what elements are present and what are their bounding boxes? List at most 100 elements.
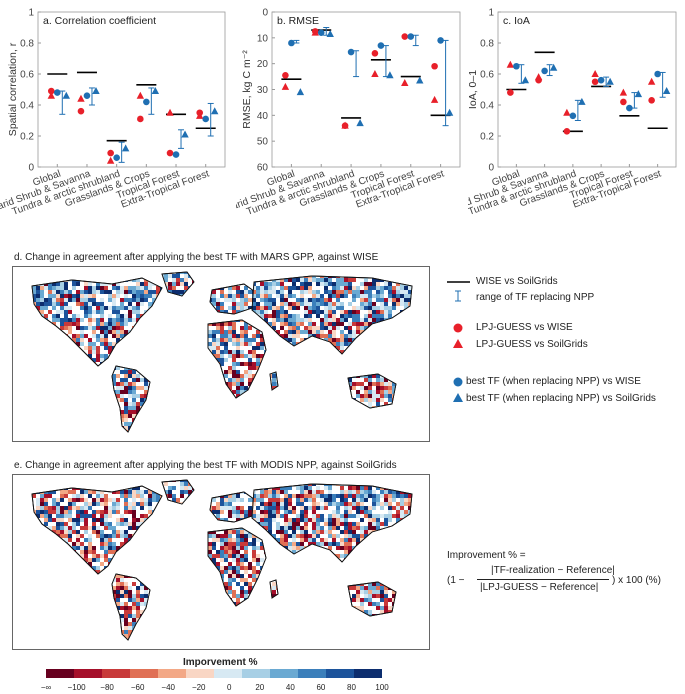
raster-cell — [108, 298, 112, 302]
raster-cell — [52, 302, 56, 306]
raster-cell — [104, 282, 108, 286]
raster-cell — [116, 290, 120, 294]
raster-cell — [112, 318, 116, 322]
raster-cell — [64, 310, 68, 314]
raster-cell — [104, 306, 108, 310]
raster-cell — [56, 290, 60, 294]
raster-cell — [144, 290, 148, 294]
raster-cell — [112, 298, 116, 302]
raster-cell — [48, 282, 52, 286]
raster-cell — [132, 306, 136, 310]
raster-cell — [176, 282, 180, 286]
raster-cell — [64, 290, 68, 294]
raster-cell — [88, 342, 92, 346]
raster-cell — [84, 302, 88, 306]
raster-cell — [120, 298, 124, 302]
raster-cell — [76, 326, 80, 330]
tf-soilgrids-point — [606, 77, 614, 85]
y-tick-label: 0 — [488, 163, 494, 174]
raster-cell — [84, 294, 88, 298]
plot-frame — [37, 11, 226, 168]
raster-cell — [172, 274, 176, 278]
raster-cell — [100, 310, 104, 314]
tf-soilgrids-point — [151, 87, 160, 95]
raster-cell — [104, 342, 108, 346]
raster-cell — [32, 290, 36, 294]
raster-cell — [96, 322, 100, 326]
y-tick-label: 30 — [257, 85, 269, 96]
raster-cell — [60, 298, 64, 302]
raster-cell — [60, 302, 64, 306]
lpj-soilgrids-point — [136, 91, 145, 99]
raster-cell — [88, 350, 92, 354]
y-tick-label: 1 — [488, 8, 494, 19]
raster-cell — [36, 290, 40, 294]
y-tick-label: 0.8 — [480, 39, 494, 50]
y-tick-label: 20 — [257, 59, 269, 70]
raster-cell — [40, 302, 44, 306]
y-axis-label: RMSE, kg C m⁻² — [241, 50, 253, 129]
raster-cell — [48, 286, 52, 290]
raster-cell — [60, 306, 64, 310]
raster-cell — [136, 314, 140, 318]
raster-cell — [96, 306, 100, 310]
raster-cell — [172, 282, 176, 286]
raster-cell — [104, 334, 108, 338]
raster-cell — [76, 338, 80, 342]
raster-cell — [56, 310, 60, 314]
raster-cell — [52, 282, 56, 286]
tf-wise-point — [407, 33, 415, 40]
raster-cell — [156, 290, 160, 294]
chart-title: b. RMSE — [277, 15, 319, 27]
lpj-soilgrids-point — [196, 111, 204, 119]
raster-cell — [88, 314, 92, 318]
raster-cell — [80, 306, 84, 310]
raster-cell — [144, 294, 148, 298]
raster-cell — [56, 302, 60, 306]
raster-cell — [48, 310, 52, 314]
raster-cell — [64, 318, 68, 322]
raster-cell — [92, 350, 96, 354]
y-tick-label: 0.6 — [480, 70, 494, 81]
raster-cell — [52, 298, 56, 302]
raster-cell — [36, 306, 40, 310]
raster-cell — [44, 302, 48, 306]
raster-cell — [32, 286, 36, 290]
raster-cell — [60, 326, 64, 330]
raster-cell — [76, 342, 80, 346]
tf-wise-point — [53, 89, 61, 96]
raster-cell — [116, 326, 120, 330]
raster-cell — [108, 330, 112, 334]
raster-cell — [92, 286, 96, 290]
raster-cell — [72, 334, 76, 338]
raster-cell — [124, 290, 128, 294]
raster-cell — [100, 358, 104, 362]
raster-cell — [64, 294, 68, 298]
raster-cell — [72, 286, 76, 290]
raster-cell — [124, 298, 128, 302]
raster-cell — [104, 338, 108, 342]
tf-soilgrids-point — [62, 91, 70, 99]
lpj-soilgrids-point — [166, 108, 174, 116]
raster-cell — [36, 286, 40, 290]
raster-cell — [52, 314, 56, 318]
tf-wise-point — [569, 112, 577, 120]
tf-wise-point — [317, 29, 325, 36]
tf-soilgrids-point — [521, 76, 530, 84]
map-d — [12, 266, 430, 442]
tf-soilgrids-point — [549, 63, 558, 71]
raster-cell — [108, 342, 112, 346]
raster-cell — [140, 294, 144, 298]
raster-cell — [136, 290, 140, 294]
raster-cell — [64, 302, 68, 306]
raster-cell — [44, 306, 48, 310]
raster-cell — [36, 302, 40, 306]
raster-cell — [176, 290, 180, 294]
raster-cell — [180, 272, 184, 274]
raster-cell — [144, 286, 148, 290]
raster-cell — [124, 294, 128, 298]
raster-cell — [92, 294, 96, 298]
y-tick-label: 0 — [262, 8, 268, 19]
